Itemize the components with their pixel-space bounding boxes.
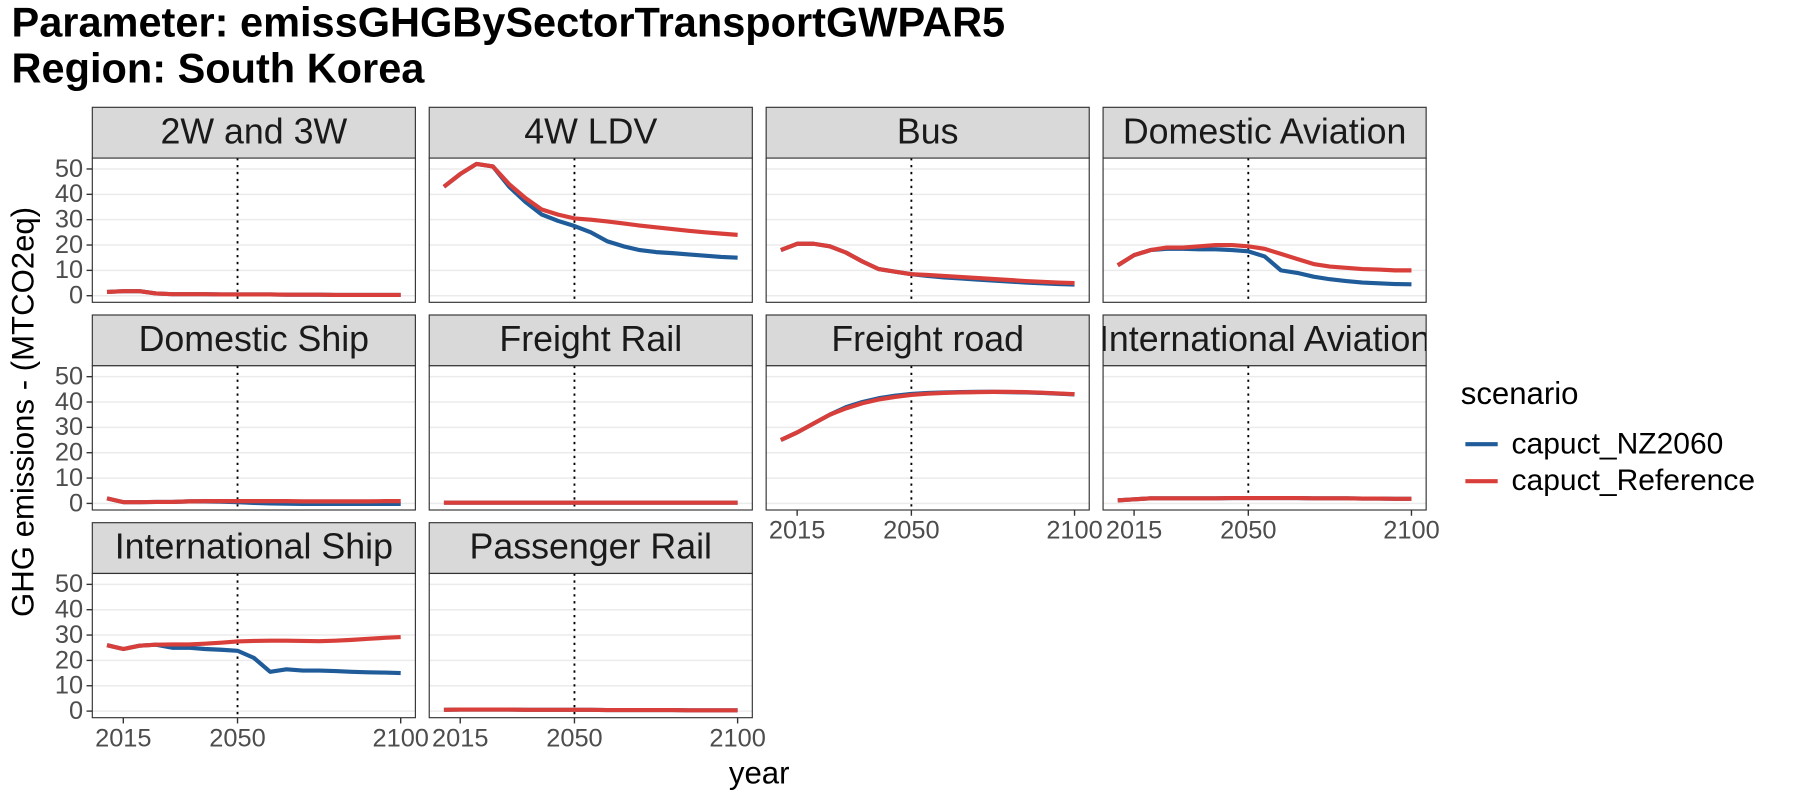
- panel-border: [428, 572, 753, 719]
- panel-background: [92, 365, 416, 511]
- strip-label: 4W LDV: [524, 111, 657, 151]
- y-tick-label: 30: [55, 621, 83, 649]
- series-line: [1117, 496, 1412, 503]
- strip-label: 2W and 3W: [160, 111, 347, 151]
- facet: Passenger Rail 2015 2050 2100: [428, 522, 766, 752]
- strip: [91, 314, 416, 367]
- strip: [428, 106, 753, 159]
- panel-border: [91, 157, 416, 303]
- y-tick-label: 10: [55, 256, 83, 284]
- panel-background: [429, 573, 753, 718]
- strip-label: Domestic Aviation: [1123, 111, 1407, 151]
- strip: [428, 522, 753, 575]
- y-tick-label: 50: [55, 155, 83, 183]
- panel-border: [1102, 157, 1427, 303]
- y-tick-label: 40: [55, 180, 83, 208]
- facet: International Aviation 2015 2050 2100: [1099, 314, 1440, 545]
- series-line: [780, 241, 1075, 286]
- facet: Domestic Aviation: [1102, 106, 1427, 303]
- y-tick-label: 50: [55, 570, 83, 598]
- legend-label: capuct_Reference: [1512, 464, 1756, 497]
- legend-label: capuct_NZ2060: [1512, 427, 1724, 460]
- strip: [765, 106, 1090, 159]
- x-axis-label: year: [729, 756, 790, 791]
- panel-background: [92, 158, 416, 303]
- series-line: [779, 389, 1075, 442]
- x-tick-label: 2015: [95, 724, 151, 752]
- x-tick-label: 2050: [883, 517, 939, 545]
- chart-title: Parameter: emissGHGBySectorTransportGWPA…: [12, 0, 1006, 45]
- strip: [91, 106, 416, 159]
- y-axis-label: GHG emissions - (MTCO2eq): [6, 207, 41, 617]
- panel-border: [428, 157, 753, 303]
- strip-label: Passenger Rail: [470, 527, 712, 567]
- chart-subtitle: Region: South Korea: [12, 45, 426, 92]
- y-tick-label: 40: [55, 388, 83, 416]
- strip-label: International Aviation: [1099, 319, 1430, 359]
- x-tick-label: 2015: [1106, 517, 1162, 545]
- panel-border: [91, 365, 416, 511]
- panel-background: [766, 365, 1090, 511]
- strip-label: Bus: [897, 111, 959, 151]
- series-line: [106, 635, 401, 652]
- panel-background: [1103, 365, 1427, 511]
- y-tick-label: 0: [69, 489, 83, 517]
- panel-border: [765, 157, 1090, 303]
- y-tick-label: 0: [69, 282, 83, 310]
- series-line: [442, 161, 738, 237]
- y-tick-label: 20: [55, 231, 83, 259]
- x-tick-label: 2015: [432, 724, 488, 752]
- strip-label: Domestic Ship: [139, 319, 369, 359]
- panel-background: [766, 158, 1090, 303]
- y-tick-label: 20: [55, 646, 83, 674]
- panel-border: [91, 572, 416, 719]
- panel-border: [428, 365, 753, 511]
- panel-border: [765, 365, 1090, 511]
- x-tick-label: 2100: [1383, 517, 1439, 545]
- y-tick-label: 30: [55, 413, 83, 441]
- y-tick-label: 40: [55, 596, 83, 624]
- strip: [91, 522, 416, 575]
- strip: [428, 314, 753, 367]
- series-line: [443, 707, 738, 713]
- x-tick-label: 2050: [546, 724, 602, 752]
- y-tick-label: 0: [69, 697, 83, 725]
- x-tick-label: 2050: [209, 724, 265, 752]
- x-tick-label: 2100: [372, 724, 428, 752]
- x-tick-label: 2100: [1046, 517, 1102, 545]
- strip: [1102, 106, 1427, 159]
- strip: [765, 314, 1090, 367]
- facet: 4W LDV: [428, 106, 753, 303]
- facet: Freight road 2015 2050 2100: [765, 314, 1103, 545]
- series-line: [1116, 242, 1412, 273]
- facet: Freight Rail: [428, 314, 753, 511]
- x-tick-label: 2050: [1220, 517, 1276, 545]
- strip-label: Freight Rail: [499, 319, 682, 359]
- y-tick-label: 50: [55, 363, 83, 391]
- y-tick-label: 10: [55, 464, 83, 492]
- strip-label: International Ship: [115, 527, 393, 567]
- panel-background: [1103, 158, 1427, 303]
- legend-title: scenario: [1461, 376, 1579, 411]
- x-tick-label: 2100: [709, 724, 765, 752]
- x-tick-label: 2015: [769, 517, 825, 545]
- series-line: [106, 496, 401, 505]
- strip: [1102, 314, 1427, 367]
- y-tick-label: 10: [55, 672, 83, 700]
- panel-border: [1102, 365, 1427, 511]
- strip-label: Freight road: [831, 319, 1024, 359]
- facet: Bus: [765, 106, 1090, 303]
- y-tick-label: 30: [55, 206, 83, 234]
- y-tick-label: 20: [55, 439, 83, 467]
- panel-background: [429, 365, 753, 511]
- series-line: [106, 289, 401, 298]
